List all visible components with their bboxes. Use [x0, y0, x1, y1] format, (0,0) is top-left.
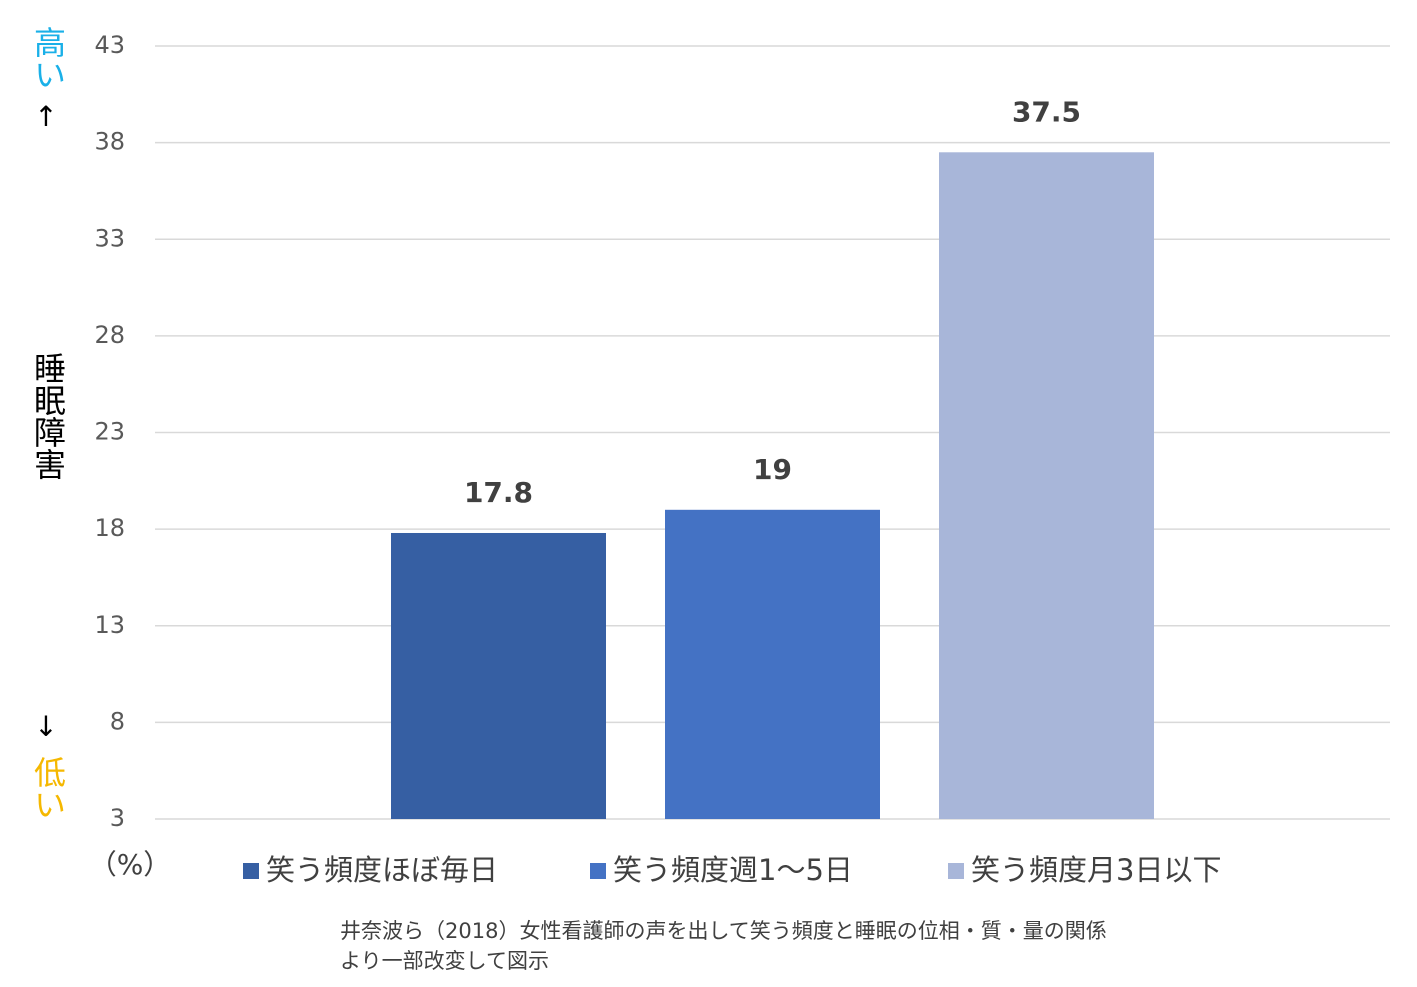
- unit-label: （%）: [89, 848, 172, 881]
- y-tick-label: 23: [94, 418, 125, 446]
- bar: [665, 509, 880, 819]
- y-tick-label: 3: [110, 804, 125, 832]
- y-tick-label: 28: [94, 321, 125, 349]
- y-tick-label: 38: [94, 128, 125, 156]
- legend-label: 笑う頻度月3日以下: [971, 853, 1221, 887]
- low-arrow: ↓: [34, 710, 57, 743]
- low-label: 低い: [29, 756, 67, 820]
- data-label: 19: [753, 453, 792, 486]
- y-tick-label: 13: [94, 611, 125, 639]
- y-tick-label: 18: [94, 514, 125, 542]
- high-label: 高い: [29, 26, 67, 90]
- bar: [391, 532, 606, 819]
- source: 井奈波ら（2018）女性看護師の声を出して笑う頻度と睡眠の位相・質・量の関係: [340, 919, 1107, 943]
- legend-label: 笑う頻度週1～5日: [613, 853, 853, 887]
- y-tick-label: 33: [94, 224, 125, 252]
- data-label: 37.5: [1012, 95, 1081, 128]
- bar: [939, 152, 1154, 820]
- y-axis-label: 睡眠障害: [29, 352, 67, 480]
- legend-swatch: [590, 863, 606, 879]
- legend-label: 笑う頻度ほぼ毎日: [266, 853, 498, 887]
- legend-swatch: [243, 863, 259, 879]
- data-label: 17.8: [464, 476, 533, 509]
- y-tick-label: 43: [94, 31, 125, 59]
- high-arrow: ↑: [34, 100, 57, 133]
- y-tick-label: 8: [110, 707, 125, 735]
- legend-swatch: [948, 863, 964, 879]
- source: より一部改変して図示: [340, 949, 549, 973]
